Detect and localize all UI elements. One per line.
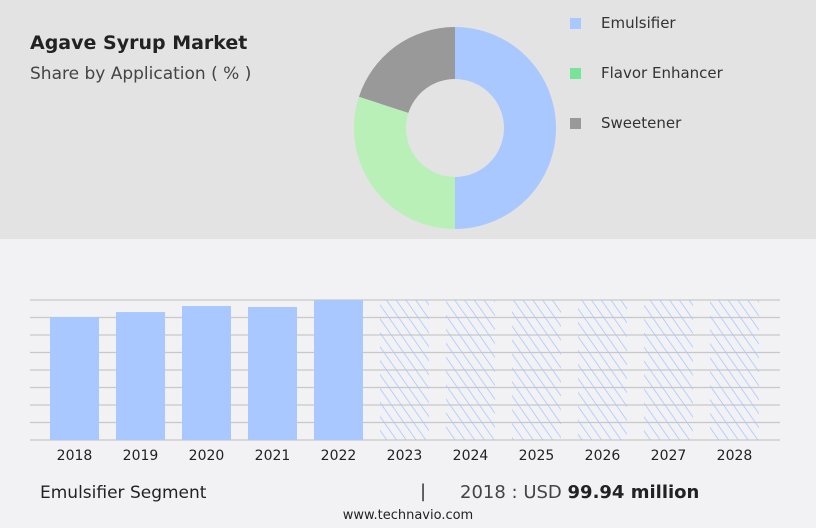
donut-slice-emulsifier: [455, 27, 556, 229]
legend-label: Sweetener: [601, 114, 682, 132]
year-label: 2018 : USD: [460, 482, 562, 503]
segment-label: Emulsifier Segment: [40, 483, 207, 503]
x-tick-label: 2027: [651, 448, 687, 464]
x-tick-label: 2019: [123, 448, 159, 464]
chart-title: Agave Syrup Market: [30, 32, 248, 54]
bar-2021: [248, 307, 297, 440]
legend-item: Sweetener: [570, 114, 681, 132]
x-tick-label: 2026: [585, 448, 621, 464]
forecast-bar-2026: [578, 300, 627, 440]
chart-subtitle: Share by Application ( % ): [30, 64, 252, 84]
x-tick-label: 2018: [57, 448, 93, 464]
legend-swatch: [570, 117, 581, 129]
legend-swatch: [570, 67, 581, 79]
forecast-bar-2028: [710, 300, 759, 440]
legend-item: Emulsifier: [570, 14, 676, 32]
bar-2020: [182, 306, 231, 440]
x-tick-label: 2028: [717, 448, 753, 464]
x-tick-label: 2024: [453, 448, 489, 464]
legend-label: Flavor Enhancer: [601, 64, 723, 82]
forecast-bar-2025: [512, 300, 561, 440]
website: www.technavio.com: [342, 508, 474, 523]
segment-value: 2018 : USD 99.94 million: [460, 482, 699, 503]
forecast-bar-2027: [644, 300, 693, 440]
x-tick-label: 2023: [387, 448, 423, 464]
bar-2019: [116, 312, 165, 440]
legend-swatch: [570, 17, 581, 29]
x-tick-label: 2025: [519, 448, 555, 464]
forecast-bar-2024: [446, 300, 495, 440]
value: 99.94 million: [567, 482, 700, 503]
x-tick-label: 2021: [255, 448, 291, 464]
x-tick-label: 2020: [189, 448, 225, 464]
separator: |: [420, 481, 427, 502]
legend-item: Flavor Enhancer: [570, 64, 723, 82]
donut-slice-sweetener: [358, 27, 455, 113]
bar-2018: [50, 317, 99, 440]
donut-slice-flavor-enhancer: [353, 96, 455, 230]
forecast-bar-2023: [380, 300, 429, 440]
legend-label: Emulsifier: [601, 14, 676, 32]
bar-2022: [314, 300, 363, 440]
x-tick-label: 2022: [321, 448, 357, 464]
